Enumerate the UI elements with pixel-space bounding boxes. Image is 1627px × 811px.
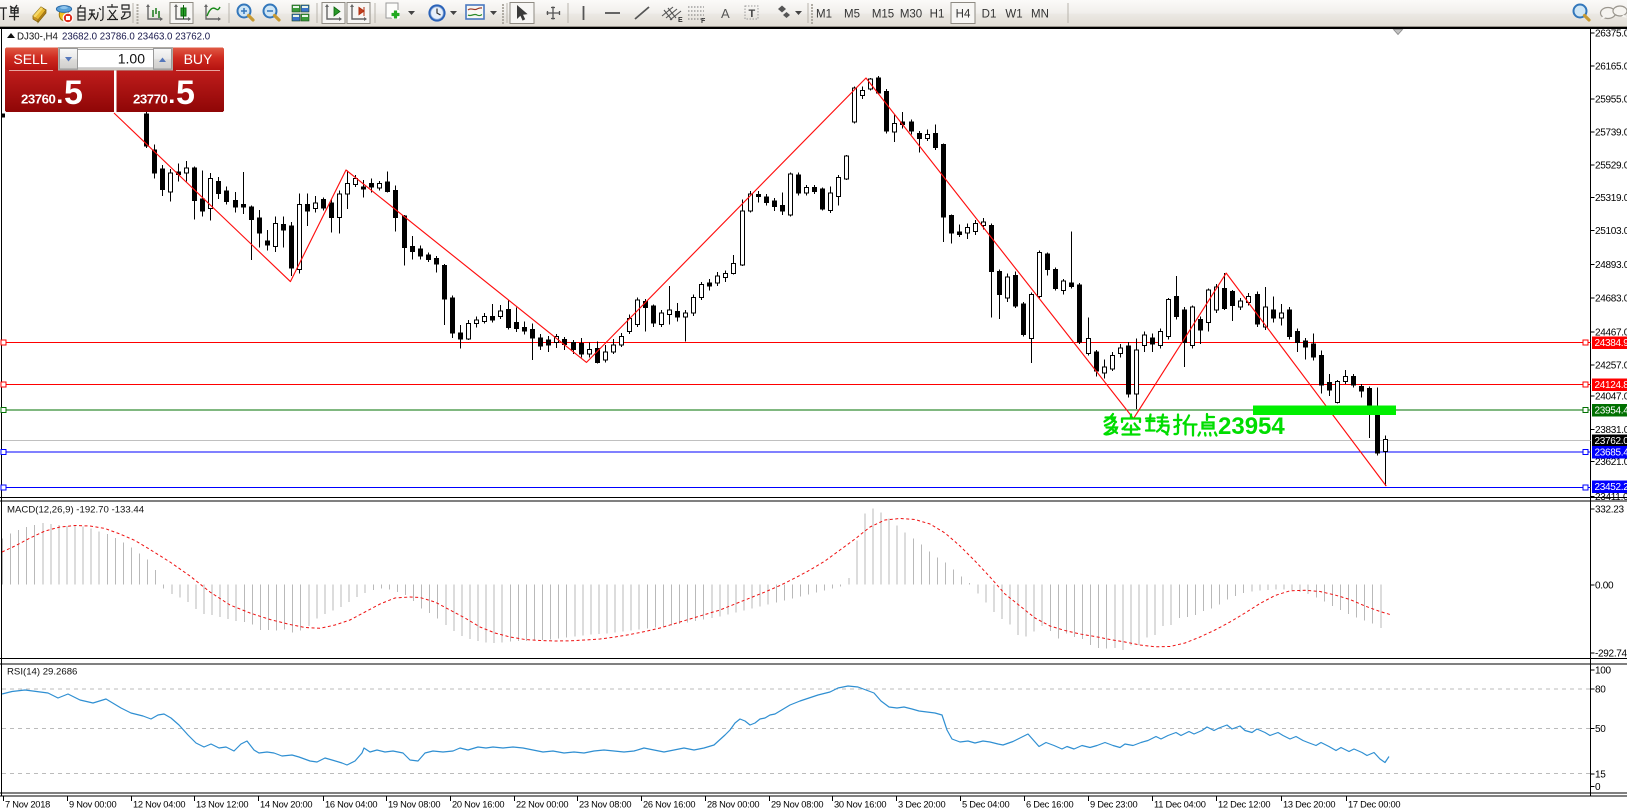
svg-text:25103.0: 25103.0	[1595, 226, 1627, 237]
svg-text:SELL: SELL	[13, 51, 47, 67]
svg-text:11 Dec 04:00: 11 Dec 04:00	[1154, 800, 1206, 810]
svg-text:5 Dec 04:00: 5 Dec 04:00	[962, 800, 1009, 810]
svg-text:23760: 23760	[21, 92, 56, 107]
svg-text:23770: 23770	[133, 92, 168, 107]
svg-text:12 Nov 04:00: 12 Nov 04:00	[133, 800, 185, 810]
svg-text:12 Dec 12:00: 12 Dec 12:00	[1218, 800, 1270, 810]
svg-text:24047.0: 24047.0	[1595, 392, 1627, 403]
svg-text:5: 5	[64, 74, 83, 112]
svg-text:19 Nov 08:00: 19 Nov 08:00	[388, 800, 440, 810]
svg-text:22 Nov 00:00: 22 Nov 00:00	[516, 800, 568, 810]
svg-text:24683.0: 24683.0	[1595, 294, 1627, 305]
svg-text:E: E	[678, 17, 683, 24]
svg-text:M15: M15	[872, 9, 894, 21]
svg-text:5: 5	[176, 74, 195, 112]
svg-text:13 Dec 20:00: 13 Dec 20:00	[1283, 800, 1335, 810]
svg-text:100: 100	[1595, 666, 1612, 677]
svg-text:24893.0: 24893.0	[1595, 260, 1627, 271]
svg-text:MACD(12,26,9) -192.70 -133.44: MACD(12,26,9) -192.70 -133.44	[7, 505, 145, 516]
svg-text:24467.0: 24467.0	[1595, 328, 1627, 339]
svg-text:23 Nov 08:00: 23 Nov 08:00	[579, 800, 631, 810]
svg-text:M5: M5	[844, 9, 860, 21]
svg-text:DJ30-,H4: DJ30-,H4	[17, 32, 59, 43]
svg-text:H4: H4	[956, 9, 971, 21]
svg-text:17 Dec 00:00: 17 Dec 00:00	[1348, 800, 1400, 810]
svg-text:26 Nov 16:00: 26 Nov 16:00	[643, 800, 695, 810]
svg-text:23682.0 23786.0 23463.0 23762.: 23682.0 23786.0 23463.0 23762.0	[62, 32, 211, 43]
svg-text:14 Nov 20:00: 14 Nov 20:00	[260, 800, 312, 810]
svg-text:9 Dec 23:00: 9 Dec 23:00	[1090, 800, 1137, 810]
svg-text:15: 15	[1595, 770, 1606, 781]
svg-text:26165.0: 26165.0	[1595, 62, 1627, 73]
svg-text:23762.0: 23762.0	[1595, 436, 1627, 447]
svg-text:25529.0: 25529.0	[1595, 161, 1627, 172]
svg-text:13 Nov 12:00: 13 Nov 12:00	[196, 800, 248, 810]
svg-text:25955.0: 25955.0	[1595, 95, 1627, 106]
svg-text:1.00: 1.00	[118, 51, 145, 67]
svg-text:26375.0: 26375.0	[1595, 29, 1627, 40]
svg-text:T: T	[749, 8, 756, 20]
svg-text:A: A	[721, 6, 730, 21]
svg-text:332.23: 332.23	[1595, 505, 1625, 516]
svg-text:23954.4: 23954.4	[1595, 406, 1627, 417]
svg-text:80: 80	[1595, 685, 1606, 696]
svg-text:24257.0: 24257.0	[1595, 361, 1627, 372]
svg-text:23954: 23954	[1218, 413, 1285, 440]
svg-text:M1: M1	[816, 9, 832, 21]
svg-text:7 Nov 2018: 7 Nov 2018	[5, 800, 50, 810]
svg-text:25319.0: 25319.0	[1595, 193, 1627, 204]
svg-text:24124.8: 24124.8	[1595, 380, 1627, 391]
svg-text:3 Dec 20:00: 3 Dec 20:00	[898, 800, 945, 810]
svg-text:9 Nov 00:00: 9 Nov 00:00	[69, 800, 116, 810]
svg-text:29 Nov 08:00: 29 Nov 08:00	[771, 800, 823, 810]
svg-text:23831.0: 23831.0	[1595, 425, 1627, 436]
svg-text:RSI(14) 29.2686: RSI(14) 29.2686	[7, 667, 77, 678]
svg-text:0: 0	[1595, 782, 1601, 793]
svg-text:25739.0: 25739.0	[1595, 128, 1627, 139]
svg-text:23685.4: 23685.4	[1595, 448, 1627, 459]
svg-text:24384.9: 24384.9	[1595, 338, 1627, 349]
svg-text:F: F	[701, 18, 706, 25]
svg-text:16 Nov 04:00: 16 Nov 04:00	[325, 800, 377, 810]
svg-text:-292.74: -292.74	[1595, 649, 1627, 660]
svg-text:H1: H1	[930, 9, 945, 21]
svg-text:23621.0: 23621.0	[1595, 457, 1627, 468]
svg-text:MN: MN	[1031, 9, 1049, 21]
svg-text:28 Nov 00:00: 28 Nov 00:00	[707, 800, 759, 810]
svg-text:M30: M30	[900, 9, 922, 21]
svg-text:30 Nov 16:00: 30 Nov 16:00	[834, 800, 886, 810]
svg-text:BUY: BUY	[184, 51, 213, 67]
svg-text:6 Dec 16:00: 6 Dec 16:00	[1026, 800, 1073, 810]
svg-text:23452.2: 23452.2	[1595, 482, 1627, 493]
svg-text:50: 50	[1595, 724, 1606, 735]
svg-text:D1: D1	[982, 9, 997, 21]
svg-text:0.00: 0.00	[1595, 581, 1614, 592]
svg-text:20 Nov 16:00: 20 Nov 16:00	[452, 800, 504, 810]
svg-text:W1: W1	[1005, 9, 1022, 21]
